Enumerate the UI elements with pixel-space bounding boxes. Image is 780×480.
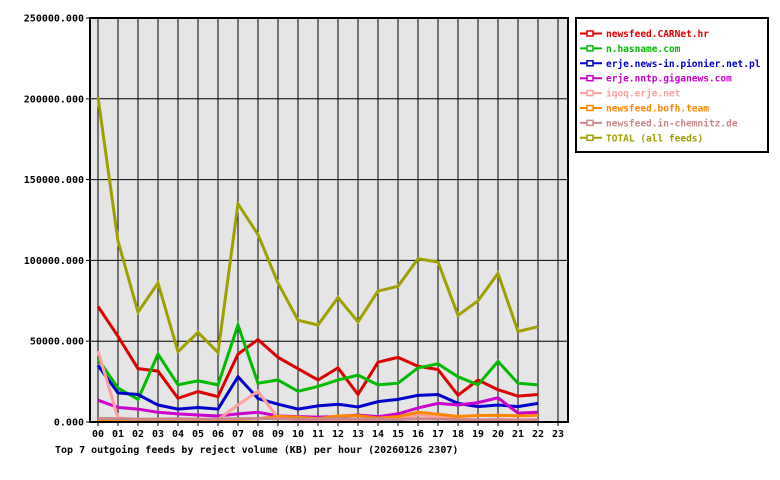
legend-border — [575, 17, 769, 153]
legend-label-newsfeed-carnet-hr: newsfeed.CARNet.hr — [606, 29, 709, 40]
x-tick-label-05: 05 — [192, 429, 204, 440]
chart-title: Top 7 outgoing feeds by reject volume (K… — [55, 444, 458, 456]
x-tick-label-04: 04 — [172, 429, 184, 440]
y-tick-label-150000: 150000.000 — [24, 175, 84, 186]
series-line-erje-nntp-giganews-com — [97, 396, 539, 419]
x-tick-label-22: 22 — [532, 429, 544, 440]
grid-lines — [90, 17, 568, 423]
legend-point-marker-newsfeed-in-chemnitz-de — [586, 119, 594, 127]
x-tick-label-01: 01 — [112, 429, 124, 440]
legend-point-marker-newsfeed-carnet-hr — [586, 30, 594, 37]
y-tick-label-50000: 50000.000 — [30, 337, 84, 348]
plot-area — [90, 18, 568, 422]
legend-label-total-all-feeds: TOTAL (all feeds) — [606, 133, 703, 144]
x-tick-label-23: 23 — [552, 429, 564, 440]
axis-labels: 00 01 02 03 04 05 06 07 08 09 10 11 12 13 14 15 16 17 18 19… — [24, 14, 564, 441]
x-tick-label-09: 09 — [272, 429, 284, 440]
series-line-newsfeed-carnet-hr — [96, 305, 539, 401]
x-tick-label-17: 17 — [432, 429, 444, 440]
legend-label-newsfeed-in-chemnitz-de: newsfeed.in-chemnitz.de — [606, 118, 738, 129]
legend-label-erje-news-in-pionier-net-pl: erje.news-in.pionier.net.pl — [606, 59, 761, 70]
plot-area-background — [90, 18, 568, 422]
x-tick-label-14: 14 — [372, 429, 384, 440]
y-tick-label-200000: 200000.000 — [24, 94, 84, 105]
plot-frame — [89, 17, 569, 423]
legend-label-iqoq-erje-net: iqoq.erje.net — [606, 89, 680, 100]
legend-point-marker-erje-nntp-giganews-com — [586, 74, 594, 82]
series-line-newsfeed-in-chemnitz-de — [97, 416, 538, 422]
x-tick-label-10: 10 — [292, 429, 304, 440]
x-tick-label-03: 03 — [152, 429, 164, 440]
series-line-total-all-feeds — [96, 96, 539, 356]
x-tick-label-13: 13 — [352, 429, 364, 440]
x-tick-label-00: 00 — [92, 429, 104, 440]
plot-frame-border — [89, 17, 569, 423]
x-tick-label-21: 21 — [512, 429, 524, 440]
legend-label-erje-nntp-giganews-com: erje.nntp.giganews.com — [606, 74, 732, 85]
legend-box: newsfeed.CARNet.hr n.hasname.com erje.news… — [575, 17, 769, 153]
x-tick-label-07: 07 — [232, 429, 244, 440]
legend-label-n-hasname-com: n.hasname.com — [606, 44, 681, 55]
x-tick-label-16: 16 — [412, 429, 424, 440]
y-tick-label-100000: 100000.000 — [24, 256, 84, 267]
x-tick-label-15: 15 — [392, 429, 404, 440]
legend-label-newsfeed-bofh-team: newsfeed.bofh.team — [606, 104, 709, 115]
x-tick-label-19: 19 — [472, 429, 484, 440]
x-tick-label-02: 02 — [132, 429, 144, 440]
legend-point-marker-erje-news-in-pionier-net-pl — [586, 60, 594, 67]
x-tick-label-20: 20 — [492, 429, 504, 440]
legend-point-marker-iqoq-erje-net — [586, 89, 594, 97]
legend-point-marker-newsfeed-bofh-team — [586, 104, 594, 112]
x-tick-label-08: 08 — [252, 429, 264, 440]
x-tick-label-18: 18 — [452, 429, 464, 440]
x-tick-label-06: 06 — [212, 429, 224, 440]
legend-point-marker-n-hasname-com — [586, 45, 594, 52]
x-tick-label-11: 11 — [312, 429, 324, 440]
series-lines — [96, 96, 539, 423]
legend-point-marker-total-all-feeds — [586, 134, 594, 142]
y-tick-label-250000: 250000.000 — [24, 14, 84, 25]
x-tick-label-12: 12 — [332, 429, 344, 440]
series-line-n-hasname-com — [96, 320, 539, 402]
axis-ticks — [86, 17, 559, 426]
y-tick-label-0: 0.000 — [54, 418, 84, 429]
